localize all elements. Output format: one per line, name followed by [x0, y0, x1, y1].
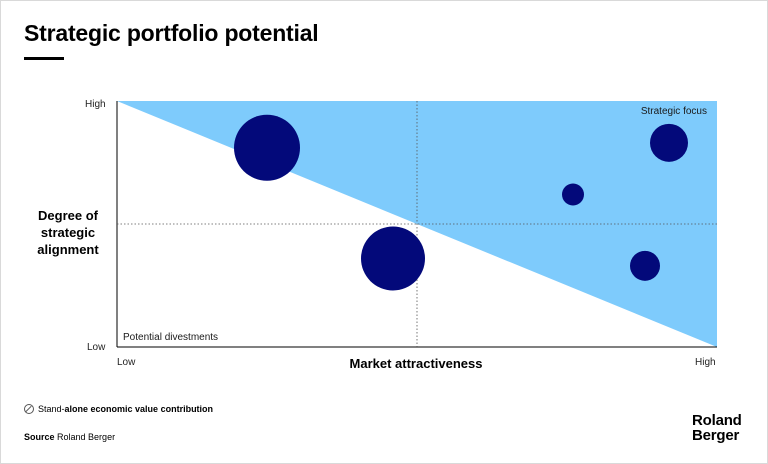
region-label-strategic-focus: Strategic focus — [641, 106, 707, 117]
logo-line-1: Roland — [692, 412, 742, 429]
x-tick-high: High — [695, 357, 716, 368]
legend-note-prefix: Stand- — [38, 404, 65, 414]
bubble-4 — [361, 226, 425, 291]
legend-note-text: Stand-alone economic value contribution — [38, 404, 213, 414]
bubble-size-icon — [24, 404, 34, 414]
page-title: Strategic portfolio potential — [24, 20, 319, 46]
logo-line-2: Berger — [692, 427, 740, 444]
roland-berger-logo: Roland Berger — [692, 413, 742, 443]
legend-note: Stand-alone economic value contribution — [24, 404, 213, 414]
x-tick-low: Low — [117, 357, 136, 368]
bubble-3 — [650, 123, 688, 162]
source-note: Source Roland Berger — [24, 432, 115, 442]
bubble-2 — [562, 183, 584, 206]
source-text: Roland Berger — [57, 432, 116, 442]
source-label: Source — [24, 432, 55, 442]
y-axis-label: Degree of strategic alignment — [37, 208, 99, 257]
title-underline — [24, 57, 64, 60]
x-axis-label: Market attractiveness — [349, 356, 483, 371]
y-tick-high: High — [85, 99, 106, 110]
bubble-1 — [234, 114, 300, 181]
legend-note-bold: alone economic value contribution — [64, 404, 214, 414]
region-label-potential-divestments: Potential divestments — [123, 332, 218, 343]
y-tick-low: Low — [87, 342, 106, 353]
bubble-5 — [630, 250, 660, 281]
